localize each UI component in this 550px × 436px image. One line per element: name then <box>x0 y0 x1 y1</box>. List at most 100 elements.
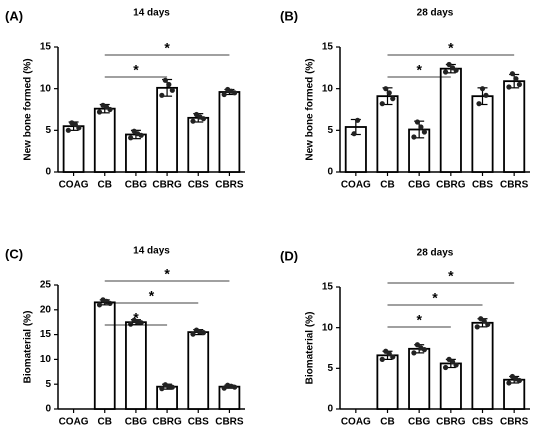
bar <box>218 91 241 173</box>
y-tick-label: 10 <box>322 83 334 94</box>
y-axis-label: Biomaterial (%) <box>305 312 316 385</box>
data-point <box>414 119 421 125</box>
x-tick-label: CBRS <box>500 417 529 428</box>
data-point <box>162 77 168 83</box>
bar <box>439 67 462 173</box>
data-point <box>386 90 392 96</box>
bar <box>93 107 116 173</box>
data-point <box>65 127 71 133</box>
bar <box>187 116 210 173</box>
data-point <box>96 109 103 115</box>
data-point <box>516 377 523 384</box>
data-point <box>506 84 512 90</box>
data-point <box>351 131 357 137</box>
bar <box>471 95 494 173</box>
data-point <box>169 87 175 93</box>
data-point <box>421 129 428 135</box>
data-point <box>72 121 78 128</box>
data-point <box>386 351 392 357</box>
data-point <box>476 101 482 107</box>
x-tick-label: CBS <box>188 180 209 191</box>
panel-label: (C) <box>5 246 23 261</box>
data-point <box>411 350 417 356</box>
x-tick-label: CBG <box>125 417 147 428</box>
y-tick-label: 5 <box>327 125 333 136</box>
y-tick-label: 15 <box>40 329 52 340</box>
data-point <box>513 76 519 82</box>
x-tick-label: CBRG <box>152 417 182 428</box>
bar <box>62 125 85 173</box>
data-point <box>418 124 424 130</box>
x-tick-label: CBS <box>472 180 493 191</box>
significance-label: * <box>416 62 422 78</box>
data-point <box>383 86 389 92</box>
bar <box>471 321 494 410</box>
y-tick-label: 25 <box>40 280 52 291</box>
y-tick-label: 15 <box>322 282 334 293</box>
x-tick-label: COAG <box>59 417 89 428</box>
bar <box>156 86 178 173</box>
significance-label: * <box>133 62 139 78</box>
significance-label: * <box>448 268 454 284</box>
data-point <box>128 135 134 141</box>
data-point <box>421 347 428 353</box>
y-tick-label: 10 <box>322 322 334 333</box>
bar <box>376 95 399 173</box>
significance-label: * <box>164 40 170 56</box>
x-tick-label: CBG <box>408 180 430 191</box>
y-tick-label: 15 <box>40 42 52 53</box>
data-point <box>483 92 489 98</box>
data-point <box>159 386 165 392</box>
data-point <box>138 320 144 326</box>
significance-label: * <box>416 312 422 328</box>
y-tick-label: 15 <box>322 42 334 53</box>
x-tick-label: CB <box>98 417 112 428</box>
data-point <box>159 92 165 98</box>
data-point <box>411 134 417 140</box>
chart-title: 28 days <box>417 8 454 19</box>
significance-label: * <box>164 266 170 282</box>
x-tick-label: CB <box>98 180 112 191</box>
x-tick-label: CBG <box>125 180 147 191</box>
data-point <box>390 354 396 360</box>
data-point <box>509 71 516 77</box>
data-point <box>169 384 175 390</box>
data-point <box>516 81 523 88</box>
data-point <box>506 380 512 386</box>
x-tick-label: CBG <box>408 417 430 428</box>
data-point <box>232 384 238 390</box>
data-point <box>138 132 144 138</box>
bar <box>376 354 399 410</box>
x-tick-label: CBS <box>472 417 493 428</box>
y-axis-label: New bone formed (%) <box>23 58 34 160</box>
data-point <box>485 321 491 328</box>
significance-label: * <box>432 290 438 306</box>
y-tick-label: 0 <box>327 404 333 415</box>
data-point <box>166 81 172 88</box>
data-point <box>190 118 196 124</box>
x-tick-label: CBRS <box>215 417 244 428</box>
y-tick-label: 5 <box>45 379 51 390</box>
data-point <box>453 362 459 368</box>
y-axis-label: New bone formed (%) <box>305 58 316 160</box>
data-point <box>453 67 459 73</box>
y-tick-label: 10 <box>40 83 52 94</box>
data-point <box>232 90 238 96</box>
x-tick-label: CBRS <box>215 180 244 191</box>
bar <box>93 301 116 410</box>
data-point <box>442 364 449 371</box>
x-tick-label: COAG <box>59 180 89 191</box>
data-point <box>128 321 134 327</box>
x-tick-label: CBS <box>188 417 209 428</box>
data-point <box>107 106 113 113</box>
significance-label: * <box>133 310 139 326</box>
bar <box>125 133 147 173</box>
x-tick-label: CBRS <box>500 180 529 191</box>
chart-title: 14 days <box>133 8 170 19</box>
x-tick-label: CB <box>380 417 394 428</box>
data-point <box>474 324 480 330</box>
bar <box>503 80 526 173</box>
x-tick-label: COAG <box>341 180 371 191</box>
data-point <box>221 91 227 98</box>
